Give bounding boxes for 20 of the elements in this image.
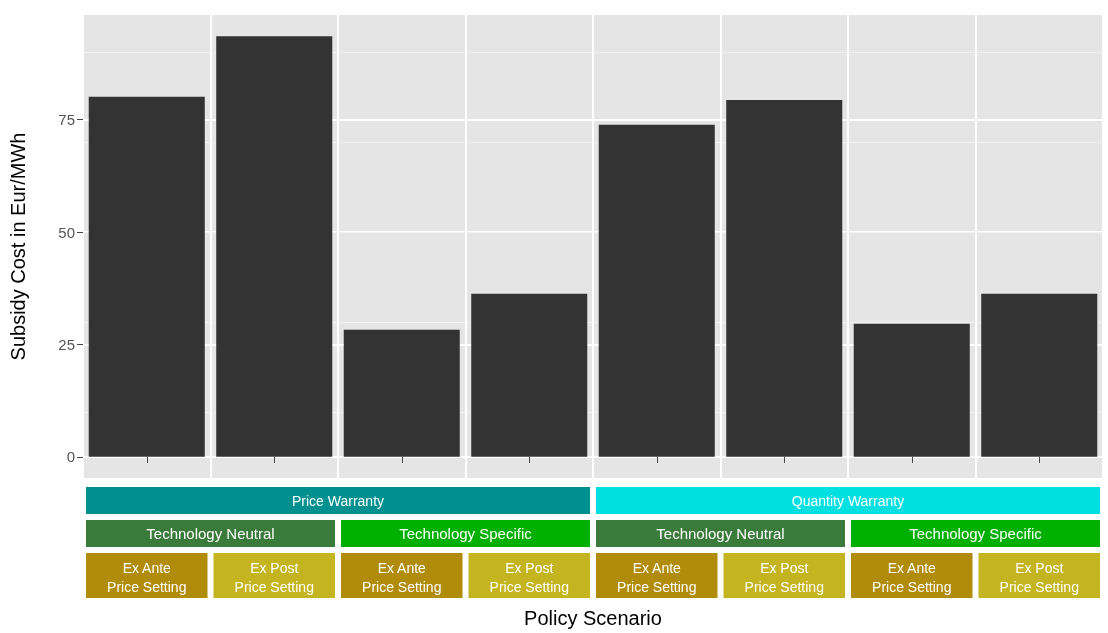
x-tick-label: Ex Ante Price Setting (872, 559, 952, 595)
x-tick-label: Ex Ante Price Setting (107, 559, 187, 595)
x-tick-label: Ex Ante Price Setting (362, 559, 442, 595)
text: Technology Specific (909, 525, 1043, 542)
y-tick-label: 25 (58, 335, 75, 353)
x-tick-label: Ex Post Price Setting (234, 559, 314, 595)
text: Technology Neutral (656, 525, 785, 542)
y-axis-title: Subsidy Cost in Eur/MWh (7, 132, 29, 361)
x-tick-label: Ex Post Price Setting (744, 559, 824, 595)
x-tick-label: Ex Ante Price Setting (617, 559, 697, 595)
y-tick-label: 75 (58, 111, 75, 129)
text: Price Warranty (291, 492, 385, 509)
y-tick-label: 50 (58, 223, 75, 241)
text: Quantity Warranty (791, 492, 905, 509)
text: Technology Specific (399, 525, 533, 542)
x-axis-title: Policy Scenario (524, 607, 662, 629)
y-tick-label: 0 (66, 448, 75, 466)
x-tick-label: Ex Post Price Setting (999, 559, 1079, 595)
x-tick-label: Ex Post Price Setting (489, 559, 569, 595)
text: Technology Neutral (146, 525, 275, 542)
